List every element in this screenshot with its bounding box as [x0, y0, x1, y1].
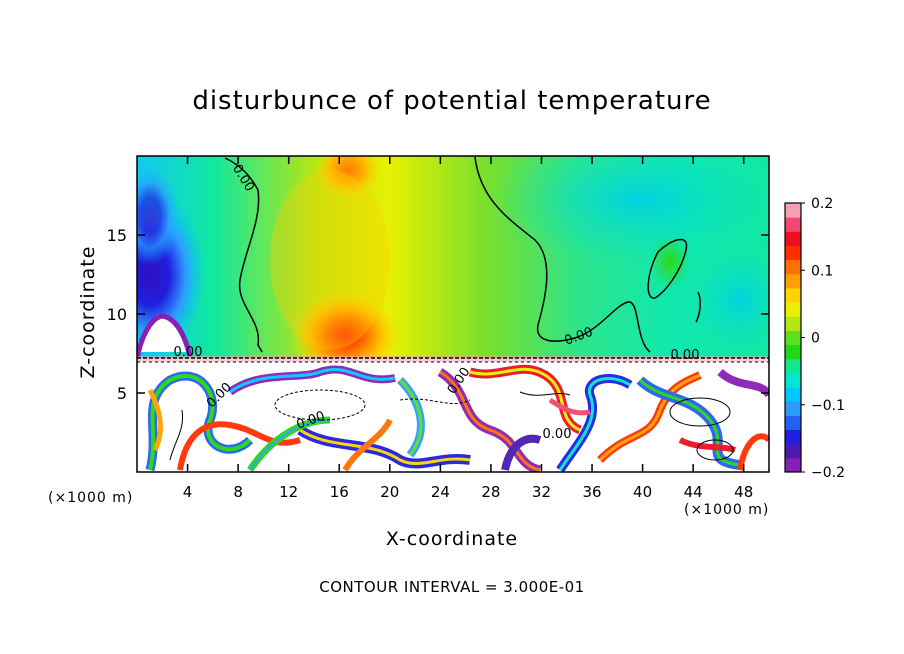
contour-interval-note: CONTOUR INTERVAL = 3.000E-01: [319, 578, 585, 596]
contour-label: 0.00: [174, 345, 203, 360]
x-tick-label: 4: [183, 483, 193, 501]
x-tick-label: 12: [279, 483, 298, 501]
x-tick-label: 8: [233, 483, 243, 501]
colorbar-swatch: [785, 316, 801, 331]
x-axis: 4 8 12 16 20 24 28 32 36 40 44 48: [183, 156, 753, 501]
x-tick-label: 32: [532, 483, 551, 501]
x-tick-label: 40: [633, 483, 652, 501]
colorbar-tick-label: 0.1: [811, 263, 833, 279]
y-axis: 5 10 15: [107, 226, 769, 403]
colorbar-swatch: [785, 358, 801, 374]
chart-title: disturbunce of potential temperature: [192, 86, 712, 116]
x-unit-label-left: (×1000 m): [48, 490, 134, 506]
y-axis-label: Z-coordinate: [77, 245, 99, 379]
colorbar-swatch: [785, 259, 801, 275]
colorbar-swatch: [785, 401, 801, 416]
x-tick-label: 28: [481, 483, 500, 501]
colorbar-swatch: [785, 372, 801, 388]
colorbar-swatch: [785, 387, 801, 402]
colorbar: 0.2 0.1 0 −0.1 −0.2: [784, 196, 845, 481]
colorbar-swatch: [785, 217, 801, 232]
colorbar-swatch: [785, 231, 801, 246]
colorbar-swatch: [785, 245, 801, 261]
colorbar-swatch: [785, 443, 801, 459]
colorbar-tick-label: −0.2: [811, 465, 845, 481]
x-tick-label: 36: [582, 483, 601, 501]
x-tick-label: 16: [330, 483, 349, 501]
x-tick-label: 44: [684, 483, 703, 501]
x-axis-label: X-coordinate: [385, 528, 519, 550]
colorbar-tick-label: 0: [811, 331, 820, 347]
colorbar-swatch: [785, 344, 801, 360]
contour-label: 0.00: [543, 427, 572, 442]
contour-label: 0.00: [671, 348, 700, 363]
colorbar-swatch: [785, 203, 801, 218]
colorbar-swatch: [785, 457, 801, 473]
y-tick-label: 10: [107, 305, 127, 324]
x-unit-label-right: (×1000 m): [684, 502, 770, 518]
colorbar-tick-label: −0.1: [811, 398, 845, 414]
y-tick-label: 15: [107, 226, 127, 245]
colorbar-tick-label: 0.2: [811, 196, 833, 212]
x-tick-label: 48: [734, 483, 753, 501]
x-tick-label: 24: [431, 483, 450, 501]
colorbar-swatch: [785, 273, 801, 289]
heatmap-field: [137, 156, 769, 472]
colorbar-swatch: [785, 429, 801, 445]
x-tick-label: 20: [380, 483, 399, 501]
y-tick-label: 5: [117, 384, 127, 403]
colorbar-swatch: [785, 415, 801, 431]
colorbar-swatch: [785, 330, 801, 346]
colorbar-swatch: [785, 287, 801, 303]
colorbar-swatch: [785, 302, 801, 317]
